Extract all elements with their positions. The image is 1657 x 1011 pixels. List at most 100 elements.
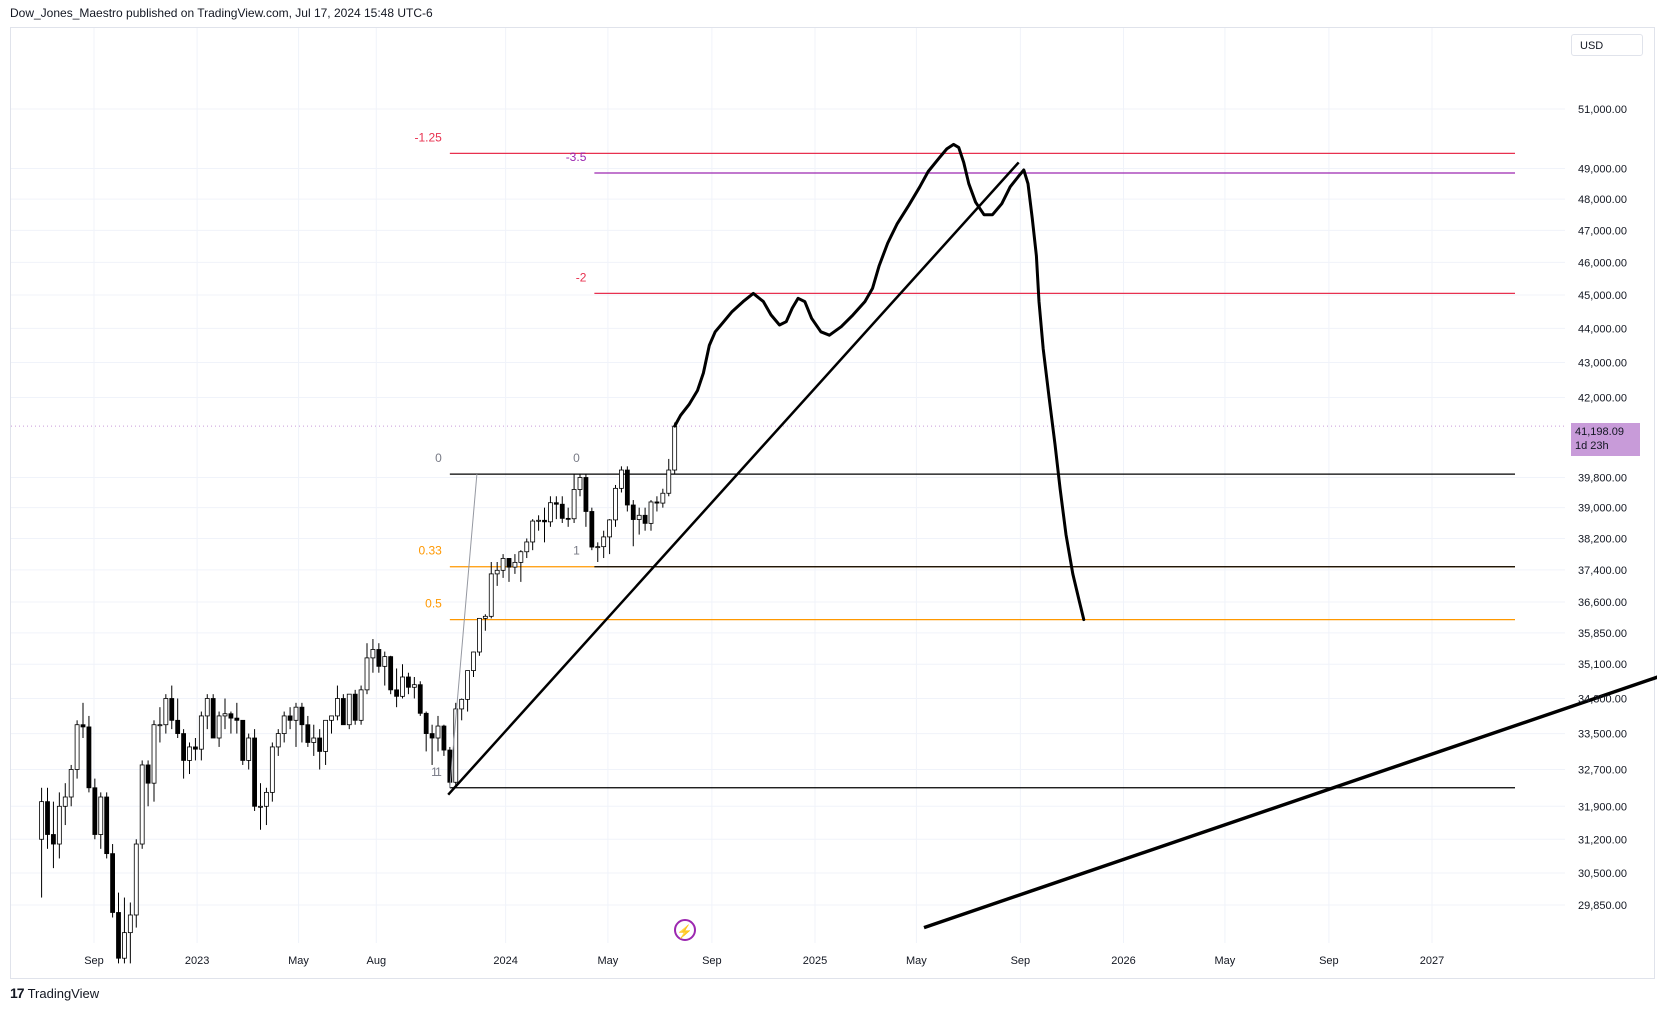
y-tick-label: 37,400.00 [1578,565,1627,577]
x-tick-label: Aug [367,955,387,967]
candle-body [86,726,92,789]
x-tick-label: 2026 [1111,955,1135,967]
y-tick-label: 51,000.00 [1578,104,1627,116]
candle-body [45,801,50,835]
y-tick-label: 31,200.00 [1578,834,1627,846]
candle [299,702,305,743]
candle [104,792,110,859]
candle-body [145,764,151,784]
candle-body [175,719,181,734]
candle [577,473,583,497]
candle-body [411,684,417,688]
candle [287,707,293,730]
candle [400,664,405,699]
candle [429,724,435,765]
candle [269,742,275,802]
candle-body [423,712,429,734]
chart-frame[interactable] [10,27,1655,979]
y-tick-label: 43,000.00 [1578,358,1627,370]
candle-body [264,791,269,807]
candle-body [258,805,263,808]
candle [193,738,198,761]
candle [536,515,541,531]
candle [92,778,98,840]
trendline [447,161,1020,796]
publisher-header: Dow_Jones_Maestro published on TradingVi… [10,6,433,20]
candle [86,715,92,793]
fib-level-label: -2 [576,270,587,284]
candle-body [299,706,305,726]
y-tick-label: 36,600.00 [1578,597,1627,609]
candle-body [127,914,133,934]
y-tick-label: 33,500.00 [1578,729,1627,741]
candle [548,496,553,527]
x-tick-label: Sep [702,955,722,967]
candle-body [62,796,68,807]
currency-selector[interactable]: USD [1571,34,1643,56]
candle-body [133,843,139,916]
fib-level-label: 0 [435,451,442,465]
candle-body [666,469,672,494]
candle [595,542,601,562]
candle [471,651,476,677]
candle [51,801,56,869]
candle-body [382,656,388,667]
bar-countdown: 1d 23h [1575,440,1609,452]
fib-level-label: -3.5 [566,150,587,164]
candle-body [595,546,601,549]
candle-body [252,737,257,807]
candle [80,702,86,739]
x-axis: Sep 2023 May Aug 2024 May Sep 2025 May Sep 2026 May… [84,955,1444,967]
y-tick-label: 44,000.00 [1578,323,1627,335]
candle-body [506,558,512,568]
candle [388,655,394,695]
candle-body [56,805,62,845]
x-tick-label: May [1215,955,1236,967]
candle [122,897,127,964]
chart-grid [11,28,1565,943]
candle-body [559,503,565,519]
fib-small-label: 1 [431,765,438,779]
candle-body [222,713,228,717]
thin-measure-line [449,474,478,788]
tradingview-footer[interactable]: 17 TradingView [10,985,99,1001]
y-tick-label: 46,000.00 [1578,257,1627,269]
y-axis: 51,000.00 49,000.00 48,000.00 47,000.00 46,0… [1578,104,1627,912]
fib-level-label: -1.25 [414,130,442,144]
candle-body [193,746,198,750]
candle [293,702,299,747]
x-tick-label: 2027 [1420,955,1444,967]
candle [169,685,175,730]
candle-body [340,698,346,726]
fib-small-label: 0 [573,451,580,465]
candle [553,496,559,520]
candle-body [370,649,376,659]
candle [542,507,547,543]
candle [530,519,536,551]
candle-body [139,764,145,845]
candle [382,651,388,686]
candle [488,561,494,619]
fib-small-label: 1 [573,544,580,558]
y-tick-label: 39,000.00 [1578,503,1627,515]
fib-level-label: 1 [435,765,442,779]
candle-body [281,715,287,734]
candle [163,694,169,734]
candle [157,707,163,743]
candle-body [477,617,482,653]
candle-body [323,719,328,752]
candle-body [654,501,660,504]
candle-body [228,713,234,719]
candle-body [619,469,624,489]
candle-body [565,517,571,520]
candle-body [293,706,299,721]
candle [68,764,74,807]
candle [482,614,488,631]
x-tick-label: 2025 [803,955,827,967]
candle [358,685,364,725]
candle [630,500,636,547]
candle-body [116,912,121,959]
candle-body [601,536,607,548]
flash-icon[interactable]: ⚡ [674,919,696,941]
